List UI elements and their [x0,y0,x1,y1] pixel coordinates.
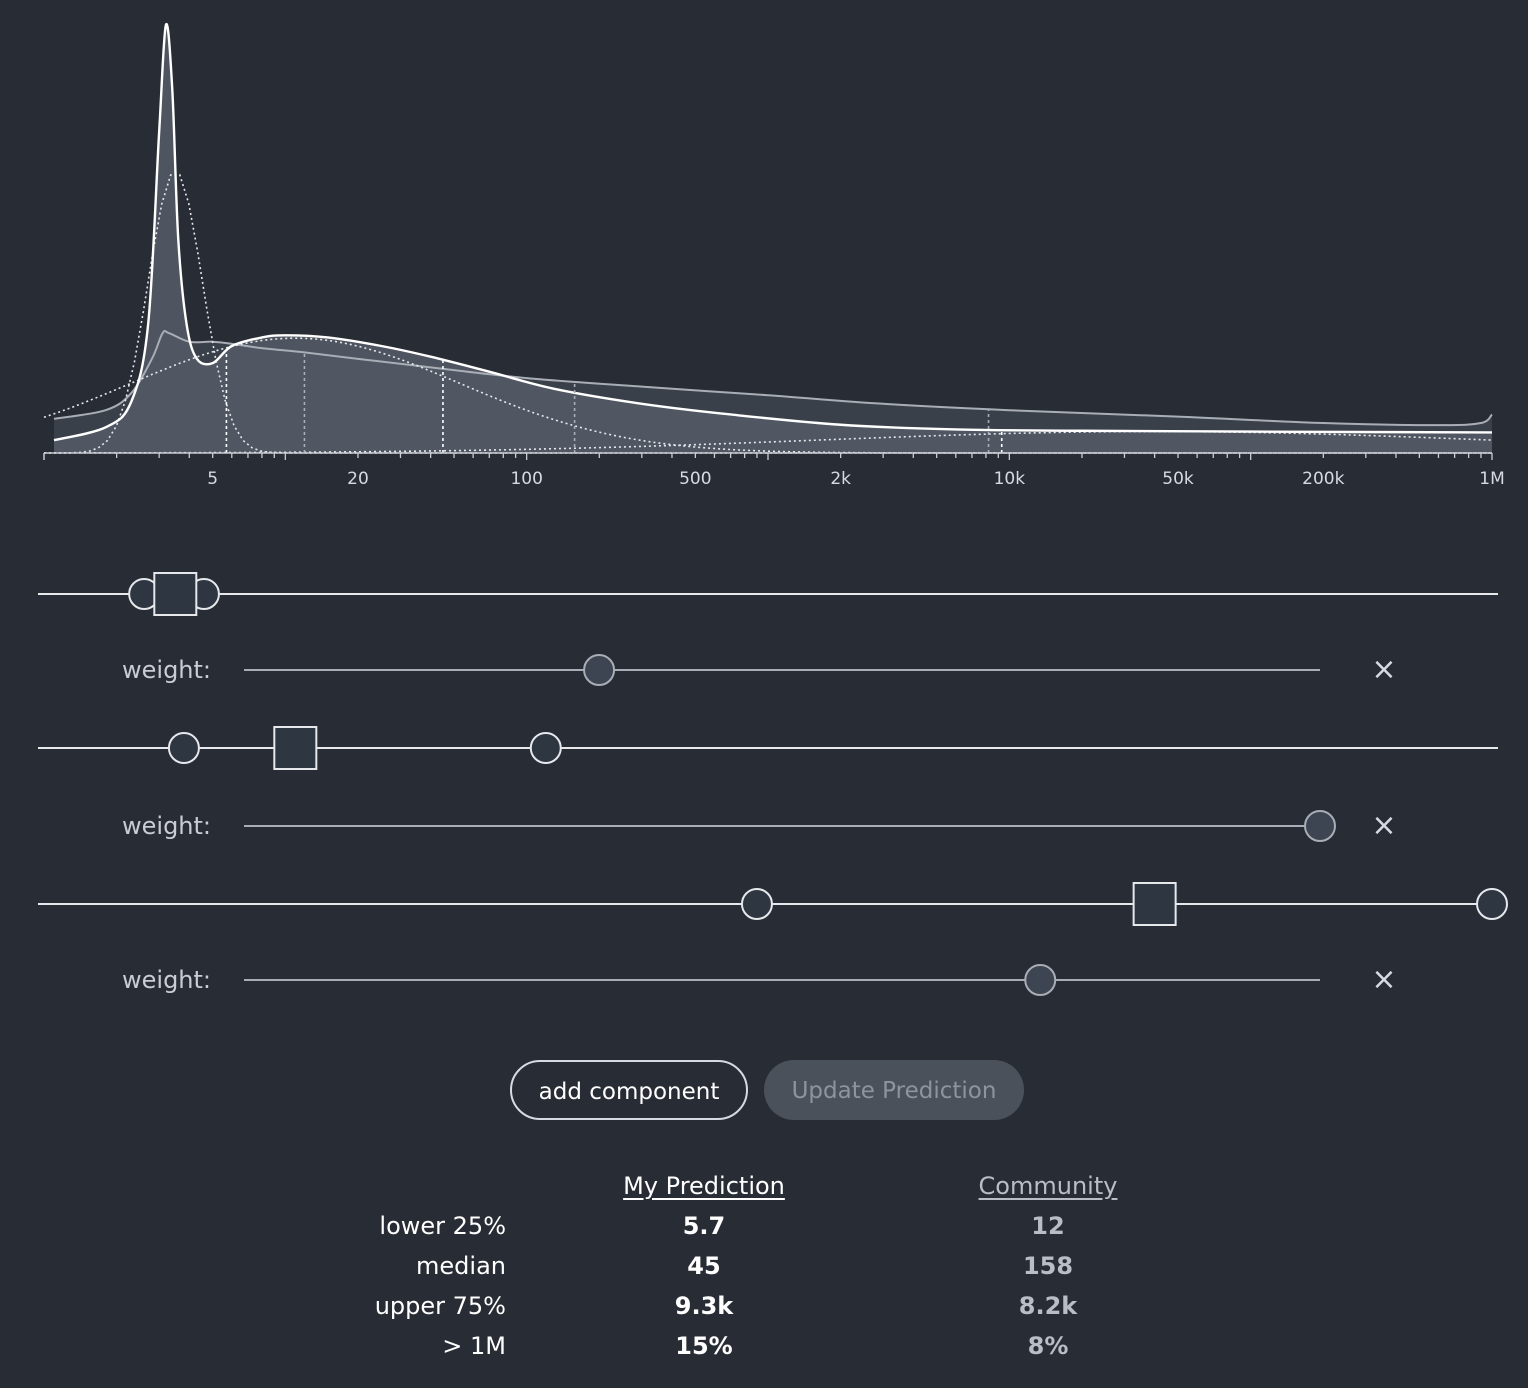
component-3-weight-handle[interactable] [1024,964,1057,996]
component-sliders [38,572,1508,996]
x-tick-label: 5 [207,469,218,489]
component-3-low-handle[interactable] [740,888,773,920]
x-tick-label: 500 [679,469,711,489]
x-tick-label: 50k [1162,469,1194,489]
my-prediction-value: 9.3k [674,1292,734,1320]
x-tick-label: 1M [1479,469,1504,489]
distribution-chart: 5 20 100 500 2k 10k 50k 200k 1M [0,0,1528,500]
add-component-button[interactable]: add component [510,1060,748,1120]
community-value: 8% [1027,1332,1069,1360]
community-column-header[interactable]: Community [978,1172,1118,1200]
my-prediction-value: 15% [675,1332,733,1360]
stat-row-label: median [416,1252,506,1280]
components-panel: weight: × weight: × weight: × [0,540,1528,1020]
my-prediction-area [53,24,1493,453]
community-value: 12 [1031,1212,1065,1240]
component-3-high-handle[interactable] [1476,888,1508,920]
remove-component-2-button[interactable]: × [1371,808,1397,843]
my-prediction-value: 45 [687,1252,721,1280]
community-line [53,329,1493,427]
component-1-center-handle[interactable] [153,572,198,616]
stat-row-label: lower 25% [379,1212,506,1240]
stat-row-label: > 1M [442,1332,506,1360]
distribution-chart-svg: 5 20 100 500 2k 10k 50k 200k 1M [43,22,1505,489]
remove-component-3-button[interactable]: × [1371,962,1397,997]
weight-label: weight: [122,656,212,684]
remove-component-1-button[interactable]: × [1371,652,1397,687]
prediction-stats-table: My Prediction Community lower 25% 5.7 12… [0,1168,1528,1368]
component-2-high-handle[interactable] [529,732,562,764]
community-value: 8.2k [1018,1292,1078,1320]
component-1-weight-handle[interactable] [583,654,616,686]
component-2-low-handle[interactable] [167,732,200,764]
component-3-center-handle[interactable] [1132,882,1177,926]
x-tick-label: 2k [830,469,851,489]
my-prediction-column-header[interactable]: My Prediction [623,1172,785,1200]
my-prediction-line [53,22,1493,442]
x-tick-label: 20 [347,469,369,489]
component-2-center-handle[interactable] [273,726,318,770]
community-value: 158 [1022,1252,1074,1280]
x-tick-label: 10k [994,469,1026,489]
x-tick-label: 200k [1302,469,1344,489]
x-tick-label: 100 [510,469,542,489]
stat-row-label: upper 75% [374,1292,506,1320]
weight-label: weight: [122,966,212,994]
update-prediction-button[interactable]: Update Prediction [764,1060,1024,1120]
component-2-weight-handle[interactable] [1304,810,1336,842]
action-buttons: add component Update Prediction [0,1060,1528,1124]
my-prediction-value: 5.7 [682,1212,726,1240]
component-2-curve [43,337,1492,454]
weight-label: weight: [122,812,212,840]
